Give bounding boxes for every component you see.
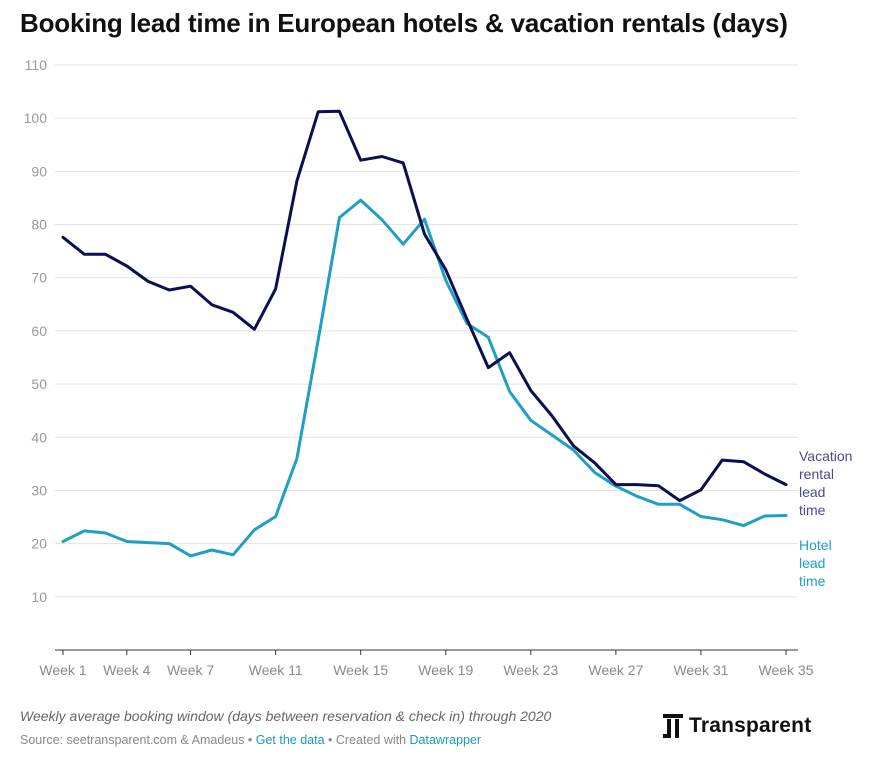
y-tick-label: 70 <box>31 270 47 286</box>
series-lines <box>61 109 788 558</box>
x-tick-label: Week 7 <box>167 662 214 678</box>
get-data-link[interactable]: Get the data <box>255 733 325 747</box>
grid-lines <box>55 64 798 598</box>
hotel-label: lead <box>799 555 825 571</box>
x-axis: Week 1 Week 4 Week 7 Week 11 Week 15 Week 19 W… <box>39 649 814 678</box>
x-tick-label: Week 1 <box>39 662 86 678</box>
vacation-rental-line <box>61 109 788 503</box>
y-tick-label: 100 <box>24 110 48 126</box>
transparent-logo-icon <box>663 714 683 738</box>
vacation-rental-label: Vacation <box>799 448 852 464</box>
vacation-rental-label: rental <box>799 466 834 482</box>
chart-description: Weekly average booking window (days betw… <box>20 708 552 724</box>
y-tick-label: 60 <box>31 323 47 339</box>
vacation-rental-label: lead <box>799 484 825 500</box>
x-tick-label: Week 19 <box>418 662 473 678</box>
x-tick-label: Week 15 <box>333 662 388 678</box>
x-tick-label: Week 31 <box>673 662 728 678</box>
y-tick-label: 30 <box>31 482 47 498</box>
x-tick-label: Week 4 <box>103 662 150 678</box>
chart-title: Booking lead time in European hotels & v… <box>20 8 788 38</box>
x-tick-label: Week 23 <box>503 662 558 678</box>
x-tick-label: Week 35 <box>759 662 814 678</box>
series-labels: Vacation rental lead time Hotel lead time <box>799 448 852 589</box>
hotel-line <box>61 198 788 558</box>
y-tick-label: 10 <box>31 589 47 605</box>
x-tick-label: Week 11 <box>249 662 303 678</box>
hotel-label: Hotel <box>799 537 832 553</box>
y-tick-label: 80 <box>31 217 47 233</box>
y-axis-ticks: 10 20 30 40 50 60 70 80 90 100 110 <box>24 57 48 605</box>
source-text: Source: seetransparent.com & Amadeus • <box>20 733 256 747</box>
y-tick-label: 50 <box>31 376 47 392</box>
y-tick-label: 40 <box>31 429 47 445</box>
vacation-rental-label: time <box>799 502 826 518</box>
datawrapper-link[interactable]: Datawrapper <box>409 733 482 747</box>
hotel-label: time <box>799 573 826 589</box>
created-with-text: • Created with <box>324 733 410 747</box>
y-tick-label: 110 <box>25 57 48 73</box>
logo-text: Transparent <box>689 714 812 737</box>
transparent-logo: Transparent <box>663 714 811 738</box>
y-tick-label: 90 <box>31 163 47 179</box>
source-line: Source: seetransparent.com & Amadeus • G… <box>20 733 481 747</box>
y-tick-label: 20 <box>31 536 47 552</box>
x-tick-label: Week 27 <box>588 662 643 678</box>
